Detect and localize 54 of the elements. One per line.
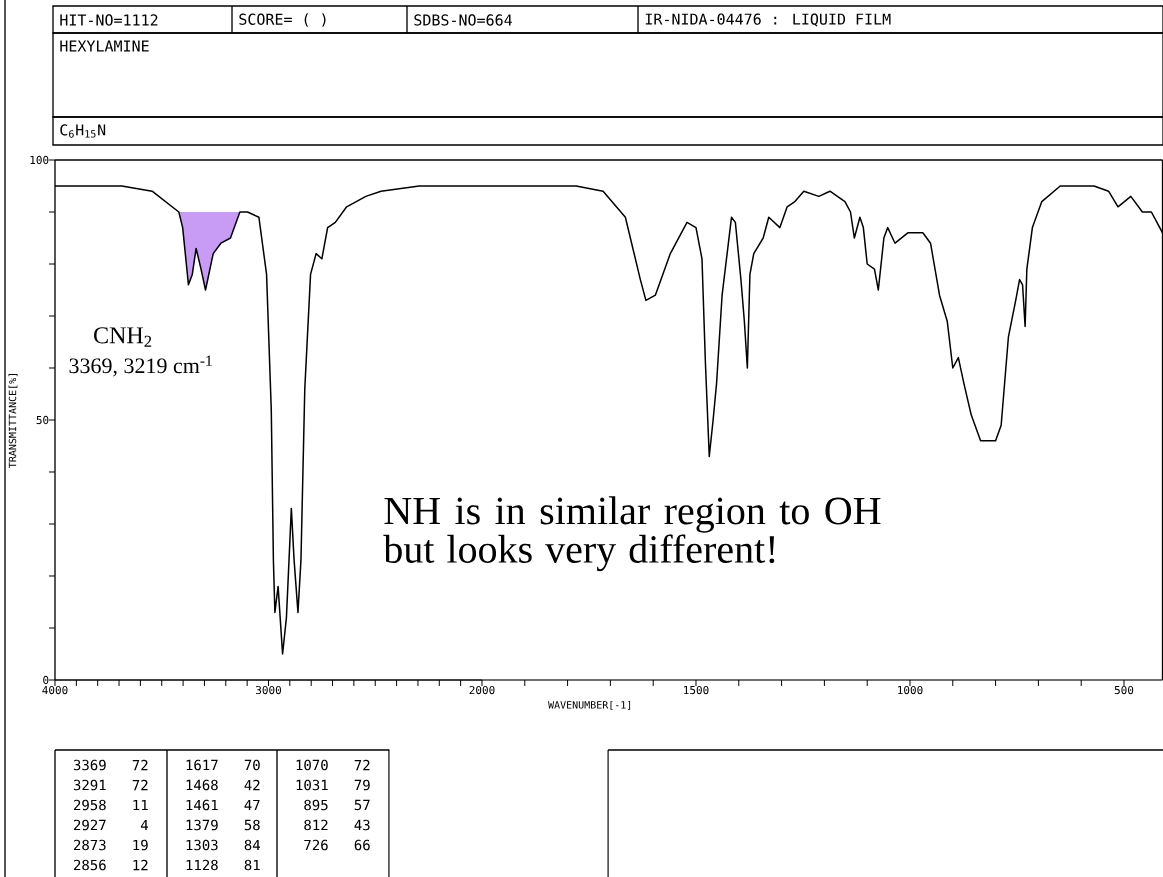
text: 81 — [244, 859, 260, 871]
text: 1070 — [296, 759, 328, 771]
text: 19 — [133, 839, 148, 851]
x-axis-title: WAVENUMBER[-1] — [548, 700, 631, 710]
text: HIT-NO=1112 — [60, 14, 158, 26]
text: 1031 — [296, 779, 328, 791]
x-tick-label: 2000 — [469, 685, 495, 695]
text: 70 — [244, 759, 260, 771]
text: 2927 — [74, 819, 106, 831]
x-tick-label: 4000 — [42, 685, 68, 695]
text: 1128 — [186, 859, 218, 871]
text: 72 — [354, 759, 370, 771]
annotation: 3369, 3219 cm$^{-1}$ — [69, 355, 212, 377]
chart-subtitle: C$_{6}$H$_{15}$N — [60, 124, 106, 138]
text: 1461 — [186, 799, 218, 811]
y-tick-label: 100 — [30, 155, 49, 165]
text: 4 — [140, 819, 148, 831]
text: 1617 — [186, 759, 218, 771]
text: 2856 — [74, 859, 106, 871]
x-tick-label: 1000 — [898, 685, 923, 695]
y-axis-title: TRANSMITTANCE[%] — [8, 374, 18, 468]
text: 58 — [244, 819, 260, 831]
text: 812 — [304, 819, 328, 831]
y-tick-label: 50 — [36, 415, 49, 425]
text: 1379 — [186, 819, 218, 831]
y-tick-label: 0 — [43, 675, 49, 685]
chart-title: HEXYLAMINE — [60, 40, 149, 52]
text: 12 — [133, 859, 148, 871]
text: 2958 — [74, 799, 106, 811]
text: IR-NIDA-04476 : LIQUID FILM — [645, 13, 891, 27]
annotation: NH is in similar region to OH but looks very different! — [383, 496, 881, 572]
text: 1303 — [186, 839, 218, 851]
text: 72 — [132, 779, 148, 791]
text: 57 — [354, 799, 370, 811]
text: 43 — [354, 819, 370, 831]
text: 2873 — [74, 839, 106, 851]
text: 895 — [304, 799, 328, 811]
text: 84 — [244, 839, 261, 851]
text: 79 — [354, 779, 370, 791]
text: 72 — [132, 759, 148, 771]
x-tick-label: 1500 — [684, 685, 709, 695]
annotation: CNH$_{2}$ — [94, 327, 152, 347]
text: 3369 — [73, 759, 106, 771]
text: SDBS-NO=664 — [414, 14, 512, 26]
text: 66 — [354, 839, 370, 851]
text: 47 — [244, 799, 260, 811]
x-tick-label: 3000 — [255, 685, 282, 695]
text: 11 — [133, 799, 148, 811]
text: 3291 — [73, 779, 106, 791]
text: 726 — [304, 839, 328, 851]
x-tick-label: 500 — [1114, 685, 1134, 695]
text: SCORE= ( ) — [239, 13, 326, 27]
text: 42 — [244, 779, 260, 791]
text: 1468 — [186, 779, 218, 791]
